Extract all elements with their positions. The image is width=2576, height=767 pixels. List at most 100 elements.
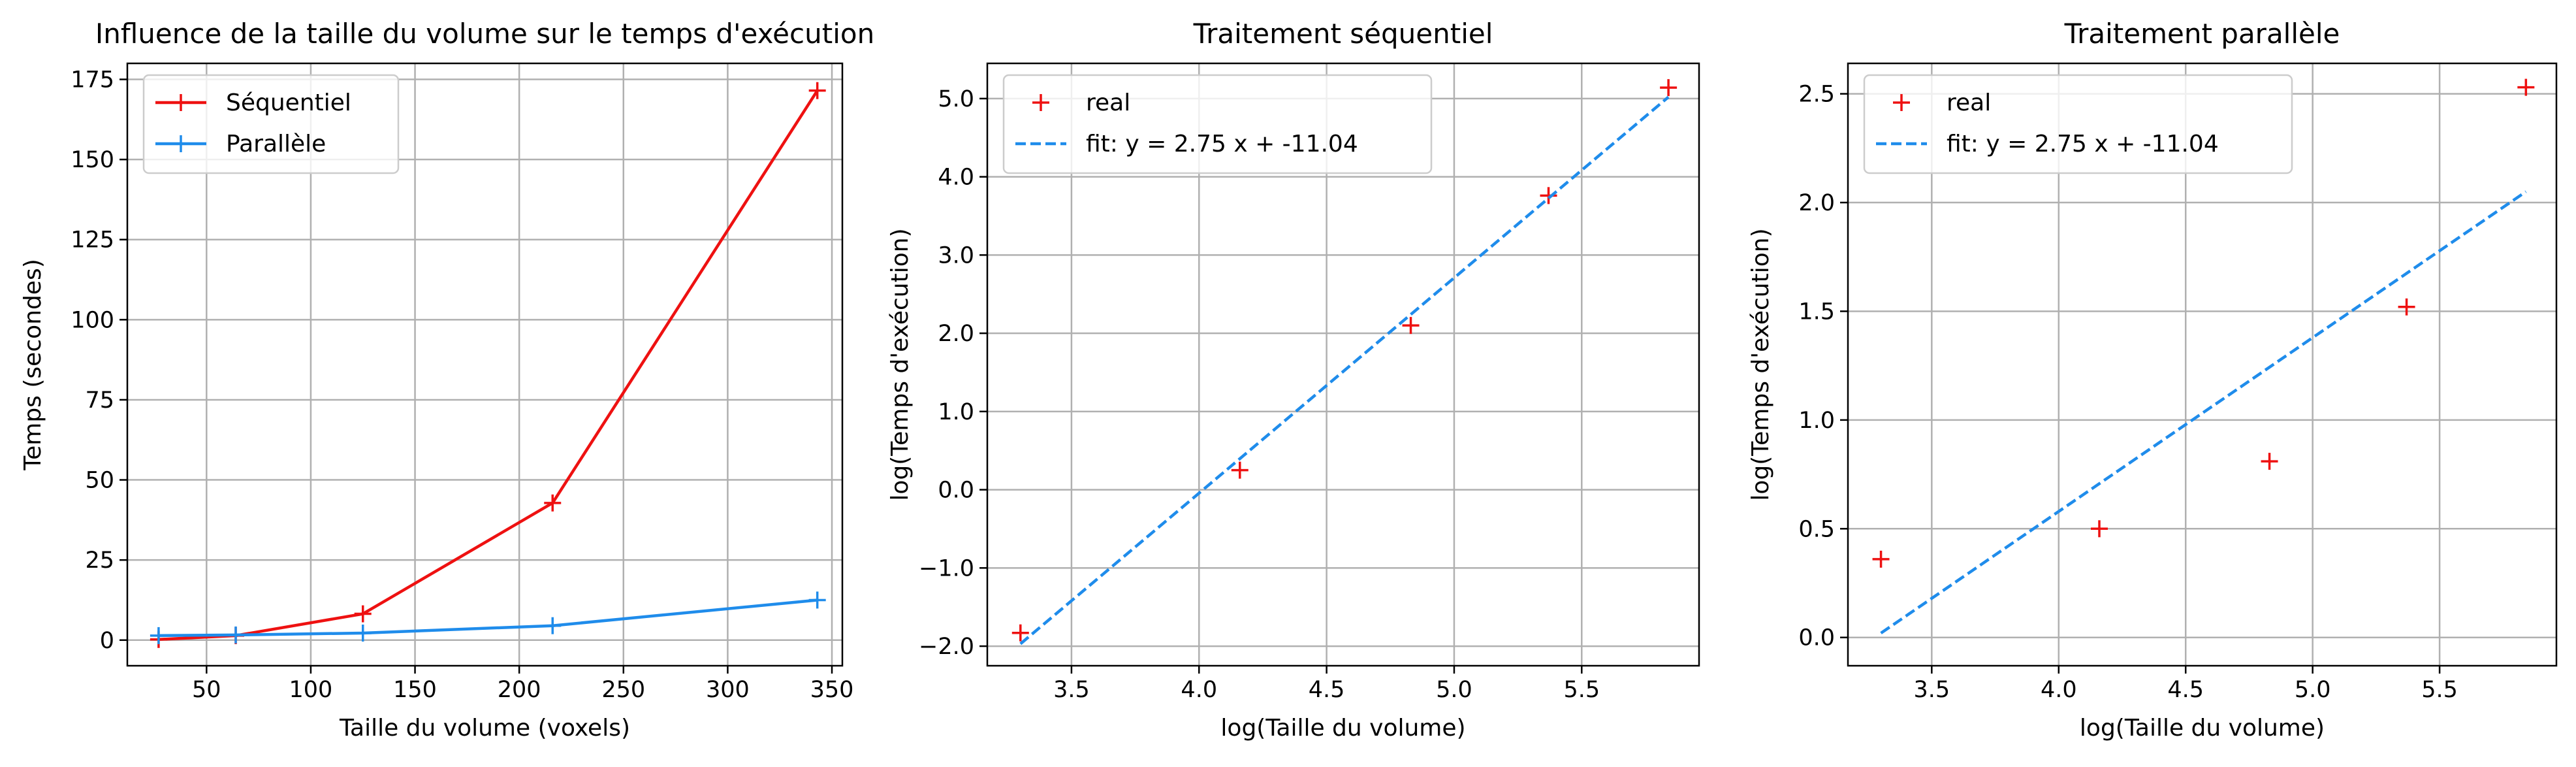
- y-tick-label: 175: [71, 67, 114, 93]
- fit-line: [1880, 190, 2527, 634]
- legend-marker-swatch: [172, 135, 189, 152]
- x-tick-label: 3.5: [1913, 677, 1950, 703]
- data-point-marker: [808, 82, 826, 99]
- legend-item: Parallèle: [155, 131, 326, 157]
- legend-item: fit: y = 2.75 x + -11.04: [1015, 131, 1358, 157]
- data-point-marker: [1402, 317, 1420, 335]
- chart-title: Traitement séquentiel: [1193, 18, 1493, 50]
- data-point-marker: [2261, 453, 2278, 470]
- y-tick-label: 1.0: [1798, 408, 1835, 434]
- y-tick-label: 5.0: [938, 86, 974, 112]
- chart-title: Influence de la taille du volume sur le …: [95, 18, 874, 50]
- x-axis-label: log(Taille du volume): [2080, 715, 2325, 742]
- x-tick-label: 200: [498, 677, 541, 703]
- series-real: [1011, 79, 1678, 642]
- x-tick-label: 250: [601, 677, 645, 703]
- x-tick-label: 5.0: [1436, 677, 1472, 703]
- y-tick-label: 25: [85, 547, 114, 574]
- legend-label: Parallèle: [226, 131, 326, 157]
- legend-box: [142, 74, 400, 174]
- x-axis-label: log(Taille du volume): [1220, 715, 1465, 742]
- subplot-2: 3.5 4.0 4.5 5.0 5.5 −2.0 −1.0 0.0 1.0 2.0 3.0 4.0 5.…: [887, 18, 1700, 742]
- series-line: [158, 598, 818, 638]
- y-axis-label: Temps (secondes): [20, 259, 46, 471]
- y-tick-label: 2.5: [1798, 82, 1835, 108]
- legend-box: [1863, 74, 2293, 174]
- legend-marker-swatch: [172, 94, 189, 111]
- data-point-marker: [2091, 520, 2108, 538]
- legend: real fit: y = 2.75 x + -11.04: [1863, 74, 2293, 174]
- legend-marker-swatch: [1893, 94, 1910, 111]
- x-tick-label: 4.5: [2167, 677, 2204, 703]
- series-fit-y-2-75-x-11-04: [1880, 190, 2527, 634]
- legend-item: Séquentiel: [155, 90, 351, 116]
- data-point-marker: [2517, 78, 2535, 96]
- y-axis-label: log(Temps d'exécution): [1747, 228, 1774, 500]
- x-tick-label: 4.0: [1181, 677, 1217, 703]
- y-tick-label: 125: [71, 227, 114, 253]
- y-tick-label: −1.0: [919, 555, 974, 581]
- y-tick-label: 0: [100, 628, 114, 654]
- y-tick-label: 0.0: [1798, 625, 1835, 651]
- y-tick-label: 0.5: [1798, 516, 1835, 542]
- y-tick-label: 100: [71, 307, 114, 333]
- y-tick-label: 2.0: [938, 321, 974, 347]
- data-point-marker: [1011, 624, 1029, 642]
- x-tick-label: 350: [810, 677, 854, 703]
- y-tick-label: 2.0: [1798, 190, 1835, 216]
- y-tick-label: −2.0: [919, 634, 974, 660]
- x-tick-label: 100: [289, 677, 333, 703]
- y-tick-label: 1.5: [1798, 299, 1835, 325]
- legend-box: [1002, 74, 1433, 174]
- fit-line: [1019, 95, 1670, 645]
- data-point-marker: [354, 624, 372, 642]
- subplot-1: 50 100 150 200 250 300 350 0 25 50 75 100 125 150 175 I…: [20, 18, 874, 742]
- x-axis-label: Taille du volume (voxels): [339, 715, 630, 742]
- x-tick-label: 4.5: [1309, 677, 1345, 703]
- y-tick-label: 3.0: [938, 242, 974, 269]
- series-real: [1872, 78, 2535, 568]
- x-tick-label: 5.5: [1563, 677, 1600, 703]
- y-tick-label: 75: [85, 387, 114, 414]
- data-point-marker: [808, 591, 826, 609]
- legend: Séquentiel Parallèle: [142, 74, 400, 174]
- y-axis-label: log(Temps d'exécution): [887, 228, 914, 500]
- plot-frame: [986, 62, 1700, 667]
- series-parall-le: [150, 591, 826, 644]
- y-tick-label: 150: [71, 147, 114, 173]
- y-tick-label: 0.0: [938, 478, 974, 504]
- data-point-marker: [544, 494, 562, 512]
- data-point-marker: [1231, 461, 1248, 479]
- data-point-marker: [1660, 79, 1678, 97]
- data-point-marker: [2398, 298, 2415, 316]
- x-tick-label: 300: [706, 677, 750, 703]
- legend-item: real: [1032, 90, 1130, 116]
- x-tick-label: 5.0: [2295, 677, 2331, 703]
- chart-title: Traitement parallèle: [2064, 18, 2340, 50]
- legend-item: real: [1893, 90, 1991, 116]
- data-point-marker: [1872, 550, 1890, 568]
- x-tick-label: 5.5: [2421, 677, 2458, 703]
- data-point-marker: [227, 626, 245, 644]
- legend-label: real: [1086, 90, 1130, 116]
- y-tick-label: 1.0: [938, 399, 974, 425]
- legend-label: fit: y = 2.75 x + -11.04: [1086, 131, 1358, 157]
- data-point-marker: [354, 605, 372, 623]
- data-point-marker: [544, 617, 562, 634]
- y-tick-label: 50: [85, 468, 114, 494]
- legend-label: real: [1947, 90, 1991, 116]
- x-tick-label: 50: [192, 677, 221, 703]
- legend-label: Séquentiel: [226, 90, 351, 116]
- y-tick-label: 4.0: [938, 165, 974, 191]
- x-tick-label: 4.0: [2041, 677, 2077, 703]
- data-point-marker: [1540, 187, 1557, 204]
- legend-marker-swatch: [1032, 94, 1049, 111]
- x-tick-label: 150: [393, 677, 437, 703]
- plot-frame: [126, 62, 844, 667]
- legend-item: fit: y = 2.75 x + -11.04: [1876, 131, 2219, 157]
- subplot-3: 3.5 4.0 4.5 5.0 5.5 0.0 0.5 1.0 1.5 2.0 2.5 Traitem…: [1747, 18, 2558, 742]
- x-tick-label: 3.5: [1053, 677, 1090, 703]
- legend-label: fit: y = 2.75 x + -11.04: [1947, 131, 2219, 157]
- legend: real fit: y = 2.75 x + -11.04: [1002, 74, 1433, 174]
